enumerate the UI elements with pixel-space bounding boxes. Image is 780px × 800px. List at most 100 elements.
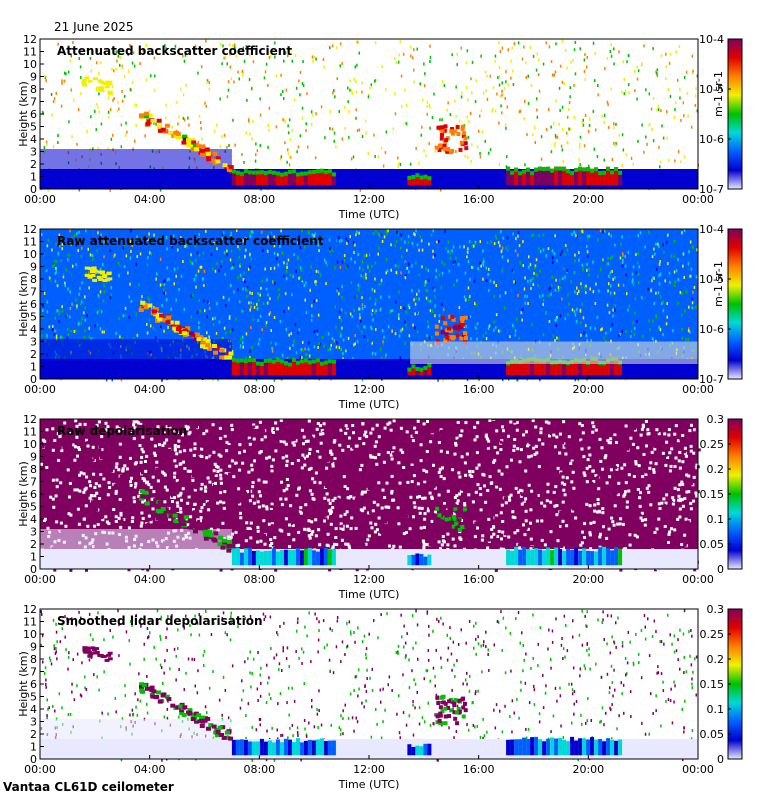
heatmap-cell bbox=[81, 78, 87, 82]
heatmap-cell bbox=[260, 435, 264, 439]
heatmap-cell bbox=[190, 294, 193, 298]
cloud-edge bbox=[562, 166, 567, 171]
heatmap-cell bbox=[277, 253, 279, 257]
heatmap-cell bbox=[581, 122, 583, 125]
heatmap-cell bbox=[354, 65, 356, 69]
heatmap-cell bbox=[412, 455, 416, 458]
heatmap-cell bbox=[106, 271, 112, 275]
heatmap-cell bbox=[295, 86, 298, 90]
heatmap-cell bbox=[331, 318, 334, 322]
heatmap-cell bbox=[107, 96, 110, 100]
heatmap-cell bbox=[542, 233, 545, 237]
heatmap-cell bbox=[538, 89, 541, 93]
heatmap-cell bbox=[286, 262, 288, 266]
heatmap-cell bbox=[177, 298, 180, 302]
heatmap-cell bbox=[380, 506, 384, 510]
heatmap-cell bbox=[425, 267, 427, 271]
heatmap-cell bbox=[369, 296, 371, 300]
heatmap-cell bbox=[511, 46, 513, 50]
heatmap-cell bbox=[89, 435, 93, 439]
cloud-edge bbox=[307, 360, 312, 365]
heatmap-cell bbox=[247, 470, 251, 474]
heatmap-cell bbox=[650, 312, 652, 316]
heatmap-cell bbox=[79, 287, 81, 290]
cloud-cell bbox=[279, 172, 284, 186]
heatmap-cell bbox=[401, 255, 403, 259]
cloud-edge bbox=[534, 167, 539, 172]
heatmap-cell bbox=[413, 68, 415, 72]
heatmap-cell bbox=[538, 293, 540, 297]
heatmap-cell bbox=[163, 433, 167, 437]
heatmap-cell bbox=[250, 315, 253, 319]
heatmap-cell bbox=[397, 156, 399, 160]
heatmap-cell bbox=[511, 324, 514, 328]
heatmap-cell bbox=[667, 541, 670, 544]
heatmap-cell bbox=[483, 484, 486, 488]
heatmap-cell bbox=[172, 234, 175, 238]
heatmap-cell bbox=[493, 280, 495, 284]
heatmap-cell bbox=[207, 300, 209, 304]
cloud-cell bbox=[506, 361, 511, 376]
heatmap-cell bbox=[366, 520, 370, 524]
cloud-cell bbox=[251, 358, 256, 376]
heatmap-cell bbox=[473, 279, 476, 283]
heatmap-cell bbox=[436, 502, 440, 505]
heatmap-cell bbox=[588, 164, 590, 168]
cloud-edge bbox=[331, 172, 336, 177]
heatmap-cell bbox=[499, 329, 501, 333]
heatmap-cell bbox=[109, 188, 111, 192]
heatmap-cell bbox=[81, 81, 87, 85]
heatmap-cell bbox=[167, 293, 170, 297]
heatmap-cell bbox=[442, 308, 445, 312]
heatmap-cell bbox=[185, 326, 191, 331]
heatmap-cell bbox=[349, 527, 353, 531]
heatmap-cell bbox=[221, 421, 225, 425]
heatmap-cell bbox=[427, 320, 429, 324]
heatmap-cell bbox=[54, 272, 57, 275]
heatmap-cell bbox=[198, 449, 202, 453]
heatmap-cell bbox=[374, 261, 377, 265]
heatmap-cell bbox=[395, 271, 398, 275]
heatmap-cell bbox=[664, 279, 666, 283]
heatmap-cell bbox=[534, 444, 538, 448]
heatmap-cell bbox=[129, 256, 132, 260]
heatmap-cell bbox=[456, 279, 458, 283]
heatmap-cell bbox=[501, 543, 505, 547]
heatmap-cell bbox=[190, 315, 193, 319]
heatmap-cell bbox=[666, 240, 668, 244]
heatmap-cell bbox=[203, 345, 209, 350]
heatmap-cell bbox=[668, 61, 671, 65]
heatmap-cell bbox=[521, 229, 524, 233]
heatmap-cell bbox=[72, 41, 74, 45]
heatmap-cell bbox=[301, 503, 305, 507]
heatmap-cell bbox=[602, 238, 604, 242]
heatmap-cell bbox=[540, 135, 543, 139]
heatmap-cell bbox=[187, 422, 191, 426]
heatmap-cell bbox=[648, 92, 651, 96]
heatmap-cell bbox=[233, 43, 236, 47]
heatmap-cell bbox=[256, 149, 259, 153]
heatmap-cell bbox=[611, 158, 614, 162]
heatmap-cell bbox=[84, 266, 90, 270]
heatmap-cell bbox=[640, 518, 644, 522]
heatmap-cell bbox=[248, 77, 251, 81]
heatmap-cell bbox=[562, 267, 565, 271]
heatmap-cell bbox=[233, 45, 236, 49]
heatmap-cell bbox=[234, 530, 238, 534]
heatmap-cell bbox=[163, 485, 167, 489]
x-tick-label: 04:00 bbox=[134, 193, 166, 206]
heatmap-cell bbox=[192, 508, 195, 512]
heatmap-cell bbox=[117, 427, 121, 431]
heatmap-cell bbox=[219, 144, 222, 148]
heatmap-cell bbox=[610, 503, 614, 507]
heatmap-cell bbox=[363, 335, 366, 338]
heatmap-cell bbox=[501, 89, 503, 93]
heatmap-cell bbox=[443, 241, 446, 245]
heatmap-cell bbox=[667, 262, 669, 266]
cloud-cell bbox=[327, 169, 332, 186]
heatmap-cell bbox=[456, 421, 460, 424]
heatmap-cell bbox=[441, 466, 444, 470]
heatmap-cell bbox=[394, 264, 397, 268]
heatmap-cell bbox=[598, 437, 602, 441]
heatmap-cell bbox=[147, 296, 149, 300]
